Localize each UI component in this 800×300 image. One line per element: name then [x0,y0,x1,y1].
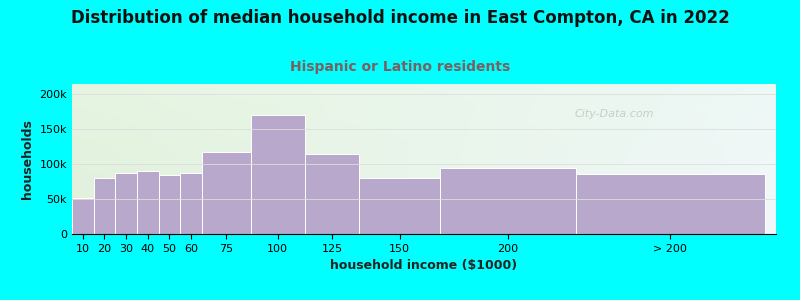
Bar [576,174,765,234]
Text: City-Data.com: City-Data.com [574,109,654,119]
Bar [115,173,137,234]
Bar [72,198,94,234]
Bar [440,168,576,234]
Text: Distribution of median household income in East Compton, CA in 2022: Distribution of median household income … [70,9,730,27]
Bar [202,152,250,234]
Y-axis label: households: households [21,119,34,199]
Bar [158,175,180,234]
Text: Hispanic or Latino residents: Hispanic or Latino residents [290,60,510,74]
Bar [94,178,115,234]
Bar [305,154,359,234]
Bar [359,178,440,234]
Bar [180,173,202,234]
Bar [250,116,305,234]
X-axis label: household income ($1000): household income ($1000) [330,259,518,272]
Bar [137,170,158,234]
